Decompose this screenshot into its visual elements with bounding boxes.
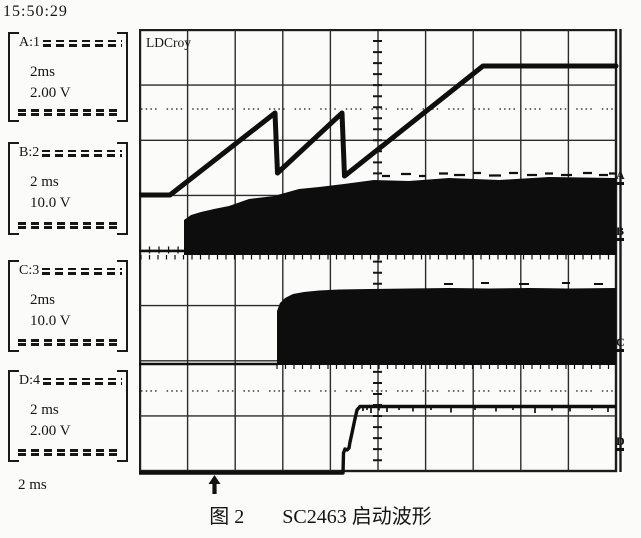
marker-dash	[616, 238, 624, 241]
channel-id: B:2	[19, 145, 40, 160]
channel-marker-c: C	[616, 335, 632, 352]
dashed-trace-indicator	[18, 222, 121, 229]
trace-b-band	[184, 177, 616, 255]
figure-number: 图 2	[209, 506, 245, 528]
trace-c-band	[277, 288, 616, 365]
channel-marker-a: A	[616, 168, 632, 185]
marker-letter: C	[616, 335, 625, 349]
channel-volts-div: 10.0 V	[30, 313, 71, 329]
marker-letter: D	[616, 434, 625, 448]
dashed-trace-indicator	[18, 339, 121, 346]
channel-timebase: 2 ms	[30, 402, 59, 418]
channel-volts-div: 2.00 V	[30, 85, 71, 101]
marker-dash	[616, 182, 624, 185]
bracket-left	[8, 142, 19, 235]
bracket-left	[8, 370, 19, 462]
figure-caption: 图 2 SC2463 启动波形	[0, 500, 641, 529]
timebase-footer: 2 ms	[18, 477, 47, 493]
scope-brand-label: LDCroy	[146, 35, 191, 50]
channel-box-d: D:4 2 ms 2.00 V	[8, 370, 128, 462]
channel-box-b: B:2 2 ms 10.0 V	[8, 142, 128, 235]
marker-letter: A	[616, 168, 625, 182]
marker-letter: B	[616, 224, 625, 238]
figure-title: SC2463 启动波形	[282, 506, 432, 528]
channel-timebase: 2ms	[30, 64, 56, 80]
marker-dash	[616, 448, 624, 451]
bracket-left	[8, 260, 19, 352]
trace-a-sawtooth	[136, 63, 619, 198]
trace-d-noise-ticks	[362, 407, 609, 413]
timestamp: 15:50:29	[3, 3, 68, 20]
oscilloscope-screen	[136, 28, 639, 479]
trigger-up-arrow-icon	[208, 475, 221, 499]
bracket-left	[8, 32, 19, 122]
channel-box-c: C:3 2ms 10.0 V	[8, 260, 128, 352]
channel-marker-d: D	[616, 434, 632, 451]
dashed-trace-indicator	[18, 449, 121, 456]
dashed-trace-indicator	[43, 377, 122, 385]
dashed-trace-indicator	[42, 267, 122, 275]
channel-timebase: 2 ms	[30, 174, 59, 190]
trace-b-noise-fringe	[140, 255, 610, 260]
channel-id: A:1	[19, 35, 40, 50]
bracket-right	[117, 142, 128, 235]
bracket-right	[117, 260, 128, 352]
channel-timebase: 2ms	[30, 292, 56, 308]
trace-c-top-noise	[444, 282, 603, 285]
channel-marker-b: B	[616, 224, 632, 241]
channel-id: D:4	[19, 373, 40, 388]
channel-box-a: A:1 2ms 2.00 V	[8, 32, 128, 122]
trace-d-step	[139, 404, 616, 475]
trace-b-top-noise	[382, 171, 616, 178]
dashed-trace-indicator	[42, 149, 122, 157]
channel-volts-div: 10.0 V	[30, 195, 71, 211]
scope-graticule-and-traces	[136, 28, 622, 475]
marker-dash	[616, 349, 624, 352]
dashed-trace-indicator	[43, 39, 122, 47]
trace-c-noise-fringe	[276, 365, 610, 369]
channel-id: C:3	[19, 263, 40, 278]
dashed-trace-indicator	[18, 109, 121, 116]
bracket-right	[117, 370, 128, 462]
bracket-right	[117, 32, 128, 122]
channel-volts-div: 2.00 V	[30, 423, 71, 439]
